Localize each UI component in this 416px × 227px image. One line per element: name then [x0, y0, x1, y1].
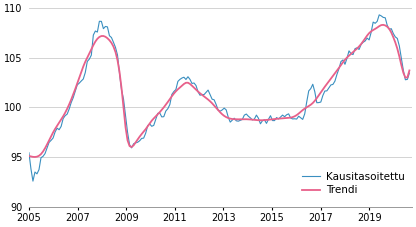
Kausitasoitettu: [69, 101, 74, 104]
Trendi: [69, 98, 74, 101]
Trendi: [407, 69, 412, 72]
Kausitasoitettu: [30, 180, 35, 183]
Kausitasoitettu: [220, 109, 225, 111]
Trendi: [32, 156, 37, 158]
Kausitasoitettu: [27, 151, 32, 154]
Trendi: [220, 113, 225, 116]
Kausitasoitettu: [407, 72, 412, 74]
Trendi: [117, 71, 122, 73]
Line: Kausitasoitettu: Kausitasoitettu: [29, 15, 409, 181]
Trendi: [202, 95, 207, 98]
Kausitasoitettu: [143, 132, 148, 135]
Trendi: [137, 135, 142, 138]
Trendi: [143, 128, 148, 131]
Kausitasoitettu: [377, 13, 382, 16]
Line: Trendi: Trendi: [29, 25, 409, 157]
Legend: Kausitasoitettu, Trendi: Kausitasoitettu, Trendi: [300, 170, 406, 197]
Kausitasoitettu: [137, 139, 142, 142]
Trendi: [381, 23, 386, 26]
Kausitasoitettu: [202, 93, 207, 96]
Trendi: [27, 155, 32, 157]
Kausitasoitettu: [117, 72, 122, 75]
